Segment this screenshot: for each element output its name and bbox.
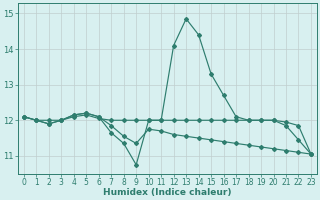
X-axis label: Humidex (Indice chaleur): Humidex (Indice chaleur) [103,188,232,197]
